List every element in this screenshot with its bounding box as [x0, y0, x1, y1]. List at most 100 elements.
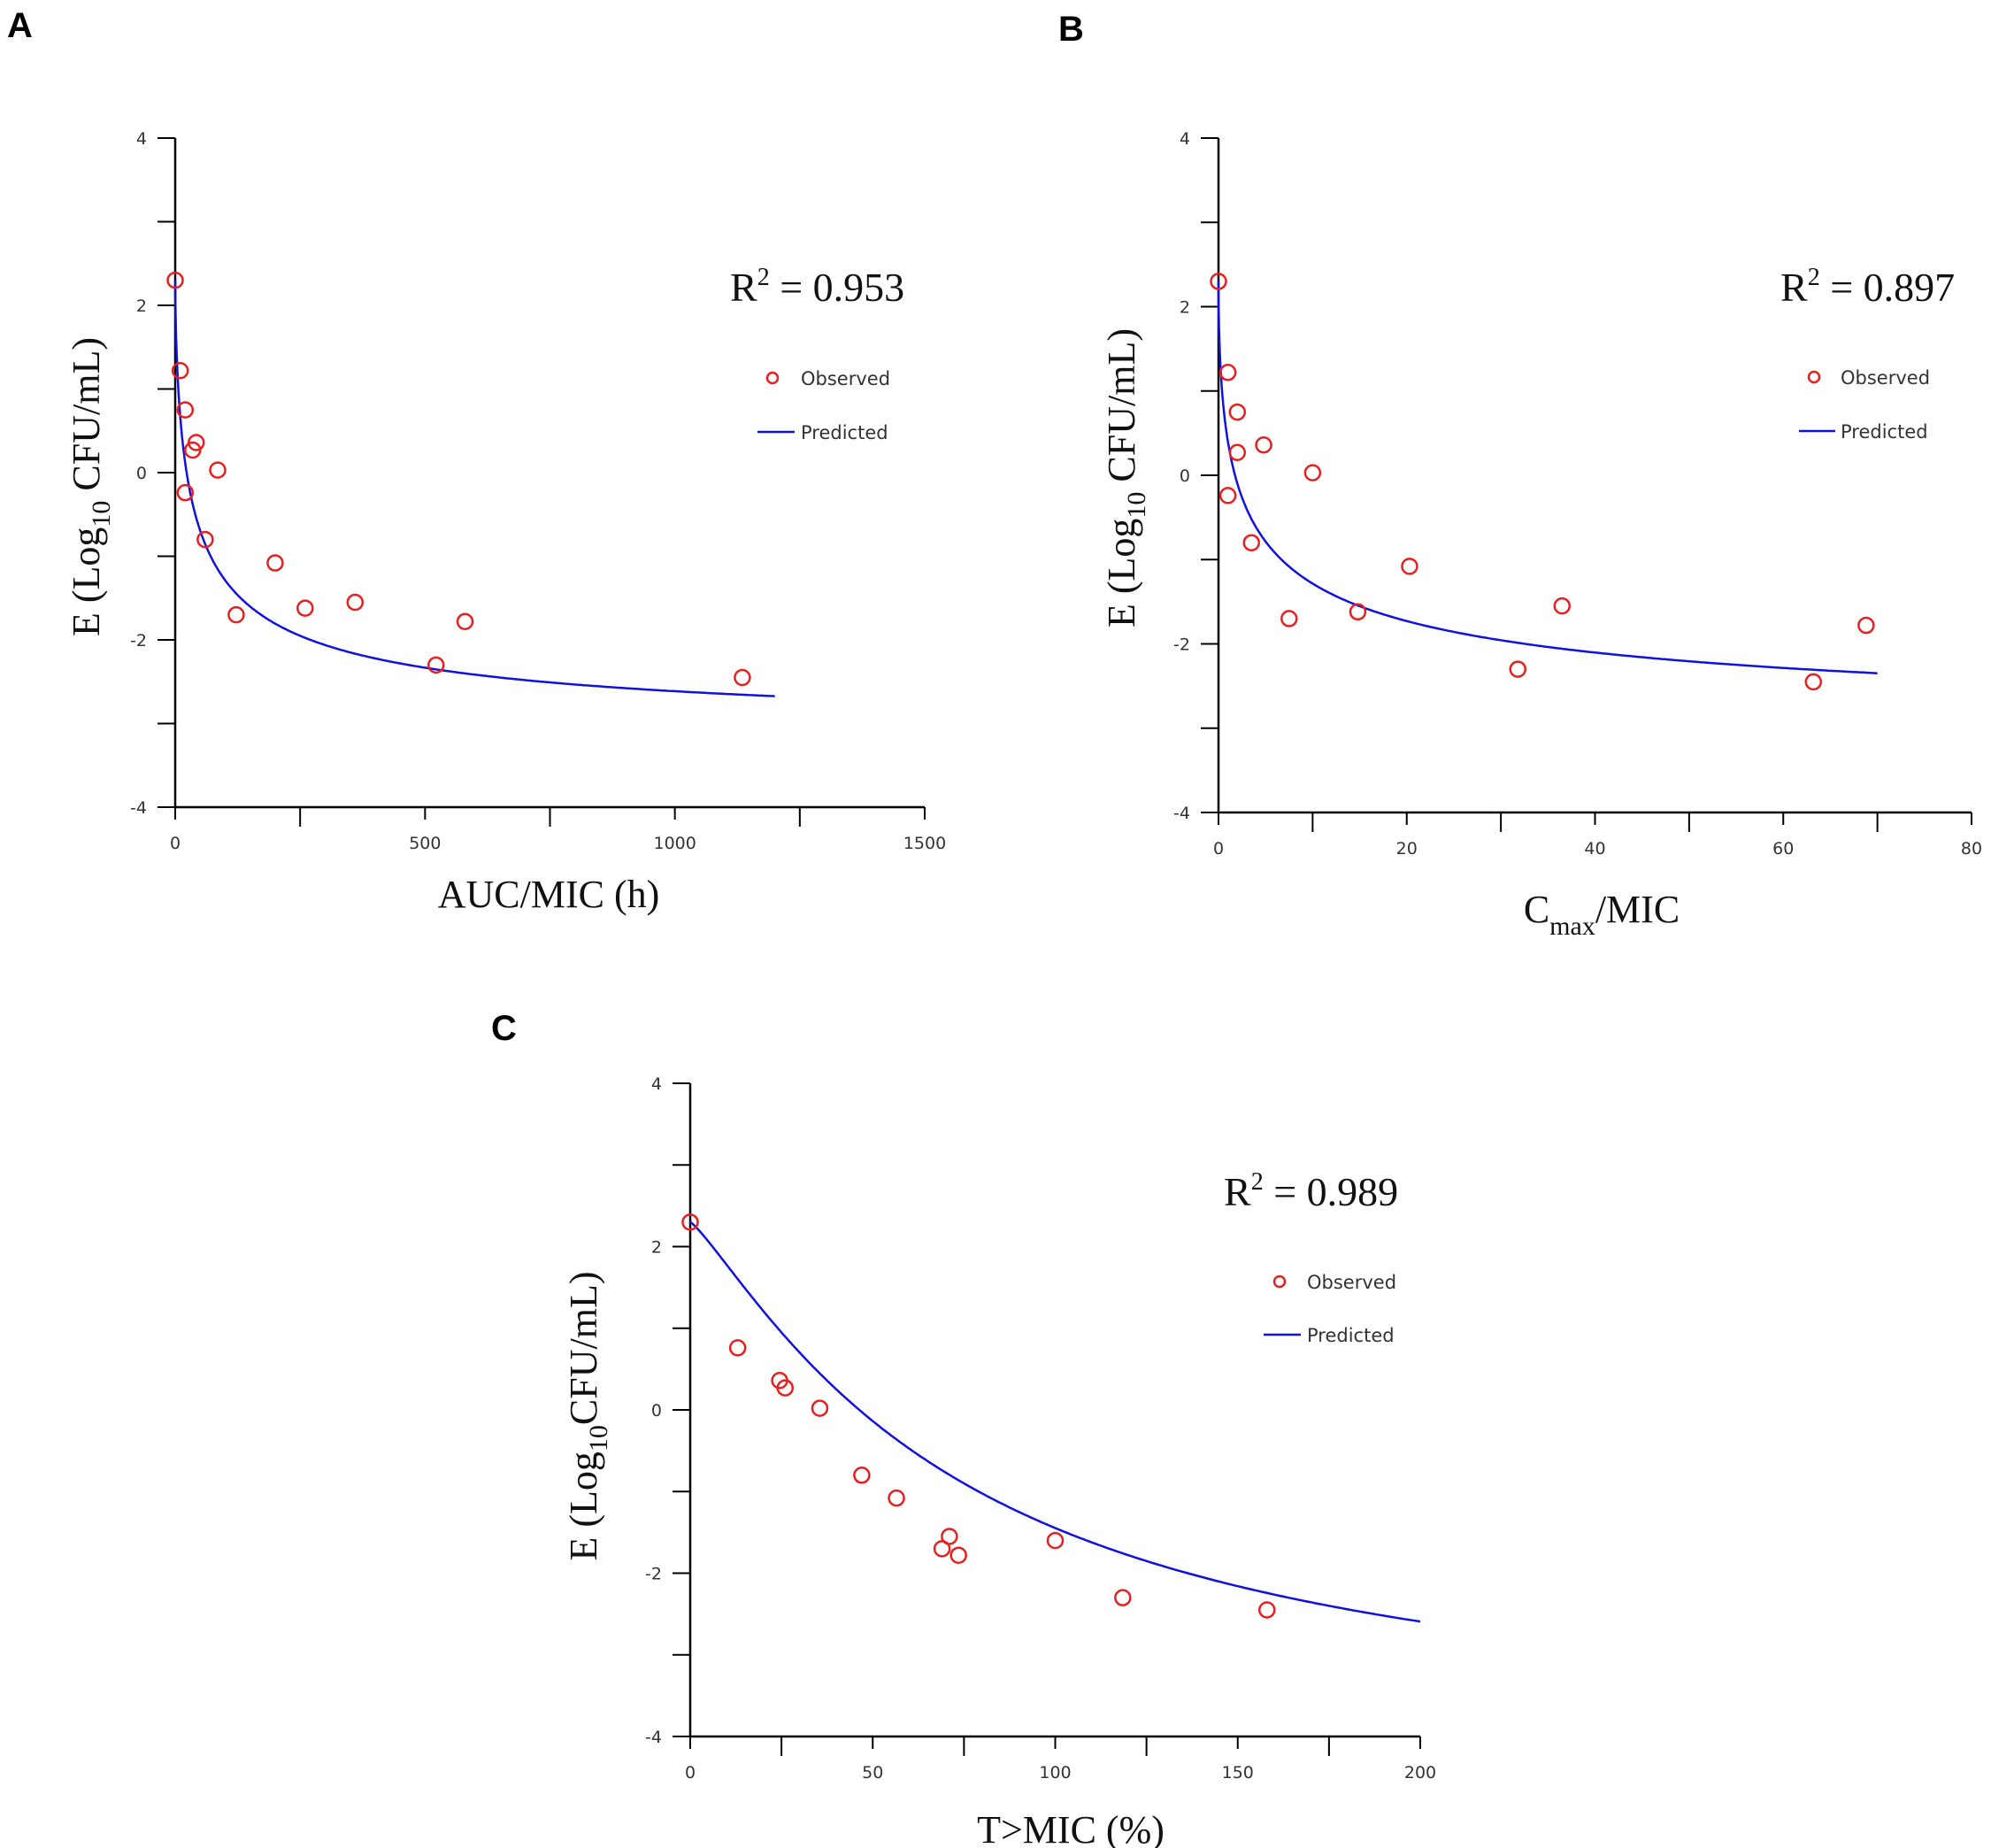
observed-point-b	[1553, 597, 1572, 615]
legend-b: Observed Predicted	[1799, 367, 1930, 443]
observed-point-c	[1258, 1601, 1276, 1619]
panel-b: B 0 20 40 60 80 -4 -2 0 2 4 R2 = 0.897 Observed P…	[1058, 10, 1982, 941]
y-tick-label-c: -2	[645, 1565, 662, 1584]
legend-observed-label-c: Observed	[1307, 1272, 1396, 1293]
observed-point-a	[196, 530, 214, 549]
observed-point-a	[346, 593, 365, 612]
panel-letter-b: B	[1058, 10, 1084, 49]
observed-point-c	[949, 1546, 967, 1564]
observed-point-a	[171, 361, 189, 380]
legend-observed-label-a: Observed	[801, 368, 890, 389]
legend-predicted-label-c: Predicted	[1307, 1325, 1395, 1346]
y-tick-label-a: -4	[130, 798, 147, 818]
y-tick-label-a: 0	[136, 464, 147, 483]
x-tick-label-c: 50	[862, 1763, 883, 1783]
x-tick-label-a: 1000	[653, 834, 696, 853]
legend-a: Observed Predicted	[757, 368, 890, 443]
observed-point-b	[1218, 487, 1237, 504]
legend-observed-label-b: Observed	[1841, 367, 1930, 389]
y-tick-label-b: 4	[1180, 129, 1190, 149]
legend-observed-marker-b	[1807, 370, 1821, 384]
x-tick-label-b: 60	[1772, 839, 1794, 859]
predicted-curve-c	[688, 1220, 1421, 1623]
y-axis-title-c: E (Log10CFU/mL)	[562, 1272, 613, 1561]
observed-point-a	[427, 656, 445, 674]
x-tick-label-c: 0	[685, 1763, 696, 1783]
observed-point-c	[933, 1540, 951, 1558]
observed-point-a	[176, 401, 195, 419]
x-tick-label-c: 200	[1404, 1763, 1436, 1783]
y-tick-label-a: 2	[136, 296, 147, 316]
x-tick-label-a: 1500	[903, 834, 946, 853]
observed-point-a	[187, 434, 205, 451]
y-axis-title-b: E (Log10 CFU/mL)	[1100, 328, 1151, 628]
panel-c: C 0 50 100 150 200 -4 -2 0 2 4 R2 = 0.989 Observe…	[491, 1009, 1436, 1848]
y-tick-label-c: 4	[651, 1074, 662, 1094]
predicted-curve-b	[1217, 281, 1878, 674]
x-tick-label-b: 0	[1213, 839, 1224, 859]
observed-point-c	[776, 1379, 794, 1397]
observed-point-a	[456, 612, 474, 630]
legend-predicted-label-a: Predicted	[801, 422, 888, 443]
x-tick-label-b: 80	[1961, 839, 1982, 859]
y-tick-label-c: 0	[651, 1401, 662, 1421]
panel-a: A 0 500 1000 1500 -4 -2 0 2 4 R2 = 0.953 Observe…	[7, 6, 946, 916]
observed-point-b	[1857, 616, 1875, 635]
r-squared-b: R2 = 0.897	[1780, 264, 1955, 310]
plot-area-c: 0 50 100 150 200 -4 -2 0 2 4	[645, 1074, 1436, 1783]
observed-point-c	[681, 1213, 699, 1231]
observed-point-b	[1228, 403, 1247, 421]
x-axis-title-c: T>MIC (%)	[977, 1808, 1165, 1848]
y-tick-label-c: -4	[645, 1728, 662, 1747]
observed-point-a	[166, 271, 184, 289]
observed-point-b	[1228, 443, 1247, 462]
observed-point-b	[1218, 364, 1237, 381]
y-tick-label-b: 0	[1180, 466, 1190, 486]
observed-point-b	[1303, 464, 1322, 481]
observed-point-a	[734, 668, 751, 687]
x-tick-label-a: 0	[170, 834, 181, 853]
observed-point-b	[1349, 603, 1367, 621]
legend-predicted-label-b: Predicted	[1841, 421, 1928, 443]
observed-point-a	[176, 483, 195, 502]
observed-point-a	[296, 599, 314, 617]
observed-point-c	[1114, 1589, 1132, 1606]
r-squared-a: R2 = 0.953	[730, 264, 904, 310]
x-axis-title-a: AUC/MIC (h)	[438, 873, 660, 916]
plot-area-b: 0 20 40 60 80 -4 -2 0 2 4	[1173, 129, 1982, 859]
y-tick-label-b: -4	[1173, 804, 1190, 823]
observed-point-a	[209, 461, 227, 479]
x-tick-label-b: 20	[1396, 839, 1418, 859]
observed-point-b	[1210, 273, 1227, 290]
observed-point-c	[853, 1467, 871, 1484]
r-squared-c: R2 = 0.989	[1224, 1168, 1398, 1214]
observed-point-b	[1242, 534, 1260, 551]
observed-point-c	[888, 1489, 905, 1507]
panel-letter-a: A	[7, 6, 33, 45]
observed-point-b	[1401, 558, 1418, 575]
x-axis-title-b: Cmax/MIC	[1524, 888, 1680, 941]
observed-point-c	[941, 1528, 958, 1545]
observed-point-b	[1509, 660, 1527, 678]
y-tick-label-a: 4	[136, 129, 147, 149]
x-tick-label-b: 40	[1584, 839, 1605, 859]
y-tick-label-c: 2	[651, 1238, 662, 1258]
x-tick-label-c: 150	[1222, 1763, 1254, 1783]
observed-point-c	[728, 1339, 747, 1357]
legend-observed-marker-c	[1272, 1274, 1287, 1289]
observed-point-b	[1255, 435, 1272, 454]
x-tick-label-a: 500	[409, 834, 441, 853]
predicted-curve-a	[173, 280, 775, 697]
legend-observed-marker-a	[765, 371, 780, 385]
observed-point-c	[811, 1399, 829, 1417]
legend-c: Observed Predicted	[1264, 1272, 1396, 1346]
y-tick-label-a: -2	[130, 631, 147, 651]
plot-area-a: 0 500 1000 1500 -4 -2 0 2 4	[130, 129, 946, 853]
observed-point-b	[1280, 610, 1298, 628]
observed-point-a	[227, 605, 245, 624]
y-axis-title-a: E (Log10 CFU/mL)	[65, 337, 116, 636]
y-tick-label-b: -2	[1173, 635, 1190, 655]
y-tick-label-b: 2	[1180, 298, 1190, 318]
observed-point-b	[1804, 673, 1823, 691]
